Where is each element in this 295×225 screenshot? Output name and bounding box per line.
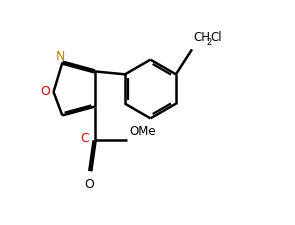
Text: C: C — [81, 133, 89, 145]
Text: 2: 2 — [206, 38, 212, 47]
Text: O: O — [84, 178, 94, 191]
Text: O: O — [40, 86, 50, 99]
Text: OMe: OMe — [129, 125, 156, 138]
Text: Cl: Cl — [211, 31, 222, 44]
Text: N: N — [56, 50, 65, 63]
Text: CH: CH — [194, 31, 210, 44]
